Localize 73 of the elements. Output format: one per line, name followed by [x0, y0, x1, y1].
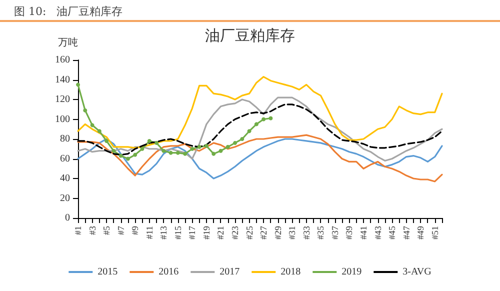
x-tick-label: #3 — [87, 226, 98, 235]
point — [133, 152, 138, 157]
legend-label: 2015 — [98, 266, 118, 278]
legend-label: 3-AVG — [402, 266, 432, 278]
y-tick-label: 140 — [55, 74, 70, 86]
point — [126, 156, 130, 161]
point — [83, 108, 88, 112]
x-tick-label: #41 — [358, 226, 368, 240]
point — [154, 140, 159, 145]
x-tick-label: #17 — [187, 226, 198, 240]
x-tick-label: #13 — [158, 226, 169, 240]
point — [240, 137, 244, 141]
legend-label: 2019 — [342, 266, 362, 278]
point — [147, 138, 152, 143]
x-tick-label: #51 — [430, 226, 440, 240]
point — [268, 116, 273, 120]
y-tick-label: 0 — [65, 212, 70, 224]
x-tick-label: #1 — [73, 226, 83, 235]
point — [104, 138, 109, 143]
point — [254, 122, 258, 126]
x-tick-label: #31 — [287, 226, 298, 240]
y-tick-label: 100 — [55, 114, 70, 125]
x-tick-label: #9 — [130, 226, 140, 235]
legend-label: 2018 — [280, 266, 301, 278]
x-tick-label: #21 — [216, 226, 226, 240]
x-tick-label: #49 — [416, 226, 426, 240]
point — [168, 150, 173, 155]
y-axis-title: 万吨 — [58, 36, 78, 48]
y-tick-label: 120 — [55, 94, 70, 105]
x-tick-label: #15 — [172, 226, 183, 240]
point — [112, 148, 116, 153]
point — [162, 148, 166, 153]
point — [176, 150, 180, 155]
x-tick-label: #7 — [116, 226, 126, 235]
x-tick-label: #23 — [230, 226, 240, 240]
y-tick-label: 160 — [55, 54, 70, 66]
point — [226, 144, 230, 149]
point — [262, 117, 266, 122]
chart-subtitle: 图 10: 油厂豆粕库存 — [0, 0, 500, 22]
legend-label: 2017 — [220, 266, 240, 278]
x-tick-label: #47 — [401, 226, 412, 240]
x-tick-label: #29 — [272, 226, 283, 240]
y-tick-label: 20 — [60, 192, 70, 204]
y-tick-label: 60 — [60, 153, 70, 164]
y-tick-label: 80 — [60, 134, 70, 144]
point — [233, 140, 238, 145]
x-tick-label: #45 — [387, 226, 398, 240]
x-tick-label: #27 — [258, 226, 269, 240]
x-tick-label: #11 — [144, 226, 154, 240]
point — [247, 129, 252, 134]
point — [140, 146, 144, 151]
point — [90, 123, 94, 128]
x-tick-label: #35 — [316, 226, 326, 240]
chart-title: 油厂豆粕库存 — [205, 28, 295, 44]
legend-label: 2016 — [158, 266, 179, 278]
point — [190, 146, 194, 151]
x-tick-label: #37 — [330, 226, 340, 240]
x-tick-label: #39 — [344, 226, 354, 240]
x-tick-label: #33 — [301, 226, 312, 240]
x-tick-label: #43 — [372, 226, 383, 240]
line-series — [77, 96, 443, 162]
point — [97, 129, 102, 134]
y-tick-label: 40 — [60, 173, 70, 184]
point — [204, 144, 208, 148]
x-tick-label: #25 — [244, 226, 254, 240]
point — [118, 154, 123, 158]
x-tick-label: #19 — [201, 226, 212, 240]
point — [183, 152, 188, 156]
x-tick-label: #5 — [102, 226, 112, 235]
point — [212, 152, 216, 156]
point — [197, 144, 202, 149]
point — [218, 148, 223, 153]
point — [76, 82, 80, 87]
